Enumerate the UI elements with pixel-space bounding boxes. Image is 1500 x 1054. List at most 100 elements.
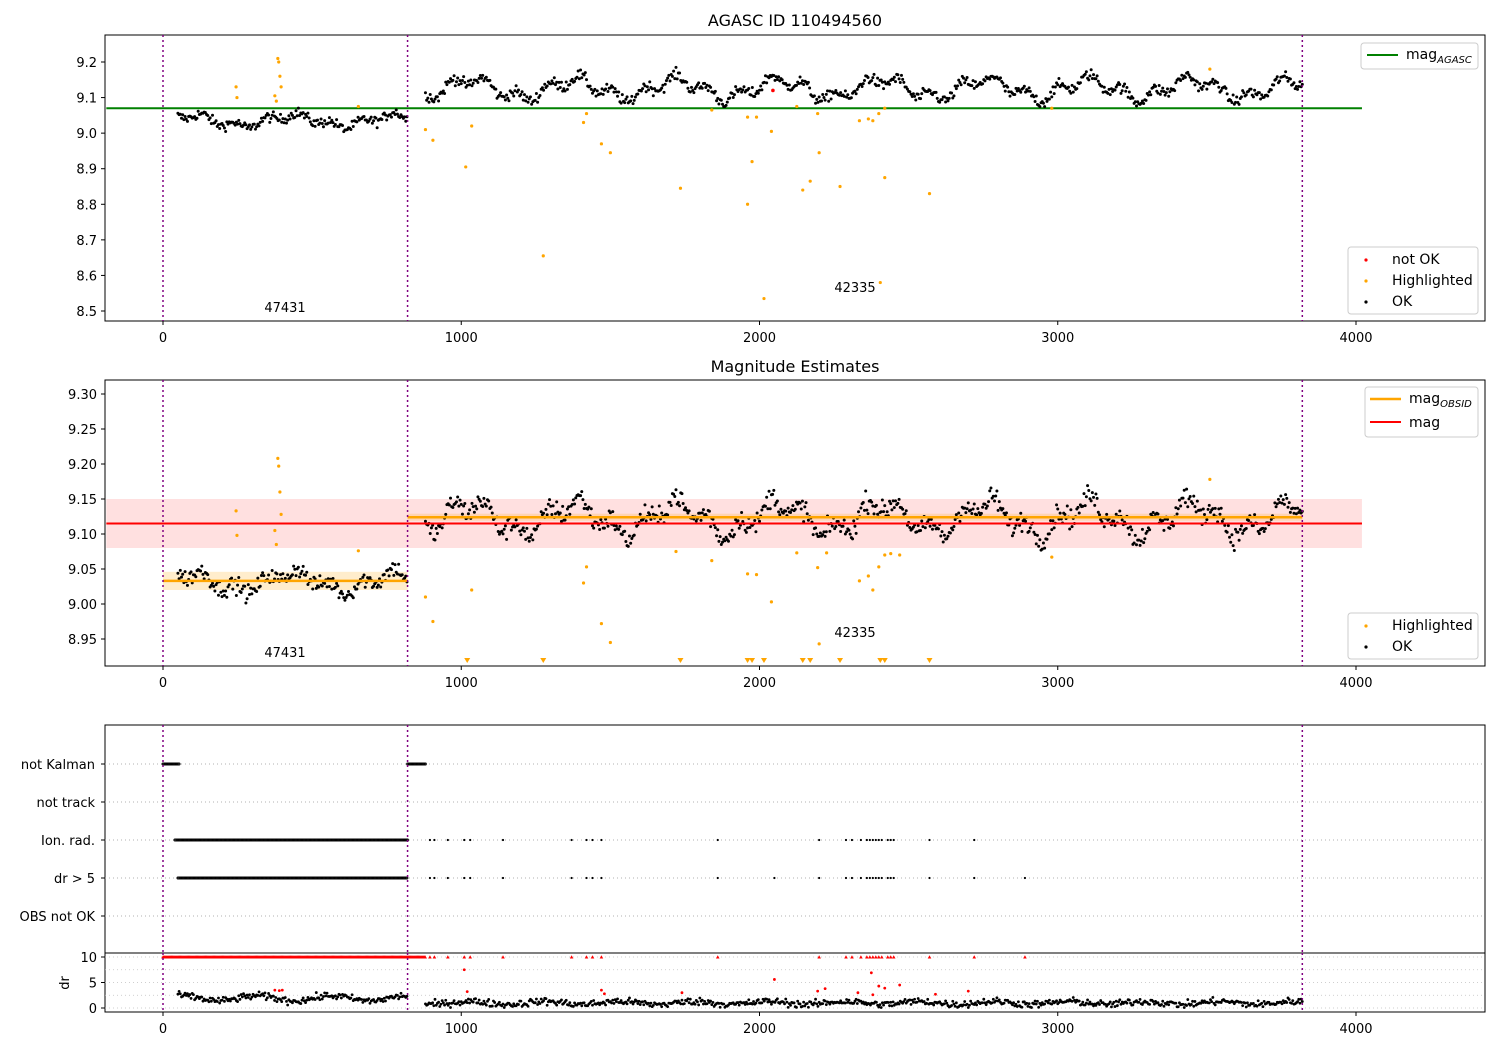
panel2-ok-point [514, 518, 518, 522]
panel3-flag-point [424, 762, 427, 766]
panel3-flag-point [892, 876, 895, 880]
panel2-xtick-label: 2000 [743, 676, 776, 691]
panel1-ok-point [1095, 74, 1099, 78]
panel1-ok-point [715, 99, 719, 103]
panel2-ok-point [1051, 519, 1055, 523]
panel4-dr-point [236, 1000, 239, 1003]
panel1-ytick-label: 8.6 [76, 269, 97, 284]
panel1-ok-point [1161, 86, 1165, 90]
panel1-ok-point [762, 80, 766, 84]
panel2-ok-point [300, 569, 304, 573]
panel2-ok-point [953, 517, 957, 521]
panel2-ok-point [885, 510, 889, 514]
panel4-dr-point [300, 998, 304, 1002]
panel2-ok-point [236, 583, 240, 587]
panel2-ok-point [222, 593, 226, 597]
panel2-ok-point [874, 503, 878, 507]
panel2-ok-point [546, 502, 550, 506]
panel3-flag-point [874, 838, 877, 842]
panel1-ok-point [882, 87, 886, 91]
panel2-ok-point [336, 584, 340, 588]
panel1-ok-point [749, 93, 753, 97]
panel4-dr-point [536, 1003, 540, 1006]
panel4-dr-point [265, 996, 269, 1000]
panel4-dr-point [243, 994, 247, 998]
panel2-ok-point [1068, 527, 1072, 531]
panel1-ok-point [685, 80, 689, 84]
panel2-ok-point [983, 502, 987, 506]
panel1-ok-point [1013, 92, 1017, 96]
panel2-ok-point [773, 503, 777, 507]
legend-marker-ok [1364, 300, 1368, 304]
panel1-ok-point [1149, 93, 1153, 97]
panel3-flag-point [716, 876, 719, 880]
panel4-dr-point [1114, 999, 1118, 1003]
panel1-ok-point [697, 81, 701, 85]
panel4-dr-point [1164, 1002, 1168, 1006]
panel2-ok-point [433, 538, 437, 542]
panel4-dr-point [795, 1005, 798, 1009]
panel1-ok-point [767, 76, 771, 80]
panel2-ok-point [256, 576, 260, 580]
panel1-ok-point [1298, 80, 1302, 84]
panel4-dr-point [1151, 1000, 1155, 1003]
panel2-ok-point [1024, 519, 1028, 523]
panel2-ok-point [231, 587, 235, 591]
panel4-dr-point [1199, 1001, 1203, 1005]
panel2-ok-point [440, 526, 444, 530]
panel1-ok-point [1211, 77, 1215, 81]
flag-label-obs-not-ok: OBS not OK [20, 910, 96, 925]
panel1-ok-point [812, 94, 816, 98]
panel1-ok-point [1201, 84, 1205, 88]
panel2-ok-point [201, 572, 205, 576]
panel1-ok-point [800, 79, 804, 83]
panel4-dr-point [322, 995, 325, 998]
panel4-dr-point [709, 999, 712, 1003]
panel2-ok-point [1284, 493, 1288, 497]
panel2-ok-point [618, 524, 622, 528]
panel4-dr-capped-marker [1023, 955, 1027, 959]
panel1-ok-point [1217, 85, 1221, 89]
panel1-highlighted-point [750, 160, 754, 164]
panel2-ok-point [851, 537, 855, 541]
panel1-ok-point [1269, 88, 1273, 92]
panel3-flag-point [889, 876, 892, 880]
panel1-ok-point [734, 85, 738, 89]
panel1-ok-point [829, 97, 833, 101]
panel1-ok-point [1123, 82, 1127, 86]
panel4-dr-point [1020, 1005, 1024, 1009]
panel2-ok-point [882, 510, 886, 514]
panel1-ok-point [692, 91, 696, 95]
panel1-ok-point [444, 80, 448, 84]
panel2-ok-point [496, 530, 500, 534]
panel2-ok-point [449, 496, 453, 500]
panel2-ok-point [941, 540, 945, 544]
panel2-ok-point [729, 534, 733, 538]
panel1-ok-point [914, 98, 918, 102]
panel1-not-ok-point [771, 88, 775, 93]
panel2-ok-point [871, 504, 875, 508]
panel1-ok-point [1071, 90, 1075, 94]
panel2-highlighted-point [769, 600, 774, 604]
panel1-highlighted-point [608, 151, 612, 155]
panel1-ok-point [797, 82, 801, 86]
panel2-ok-point [527, 539, 531, 543]
panel2-ok-point [880, 498, 884, 502]
panel4-dr-point [954, 1001, 958, 1005]
panel2-ok-point [587, 505, 591, 509]
panel2-ok-point [580, 490, 584, 494]
panel2-ok-point [484, 504, 488, 508]
panel4-dr-point [1162, 1004, 1166, 1008]
panel4-dr-point [1246, 1001, 1249, 1005]
panel2-ok-point [861, 501, 865, 505]
panel4-dr-point [897, 1002, 901, 1006]
panel1-ok-point [643, 84, 647, 88]
panel4-dr-point [487, 997, 491, 1001]
panel1-ok-point [429, 97, 433, 101]
panel4-dr-point [911, 1000, 915, 1004]
panel2-ok-point [342, 596, 346, 600]
panel1-ok-point [630, 94, 634, 98]
panel1-ok-point [785, 83, 789, 87]
panel1-ok-point [445, 83, 449, 87]
panel1-ok-point [545, 84, 549, 88]
